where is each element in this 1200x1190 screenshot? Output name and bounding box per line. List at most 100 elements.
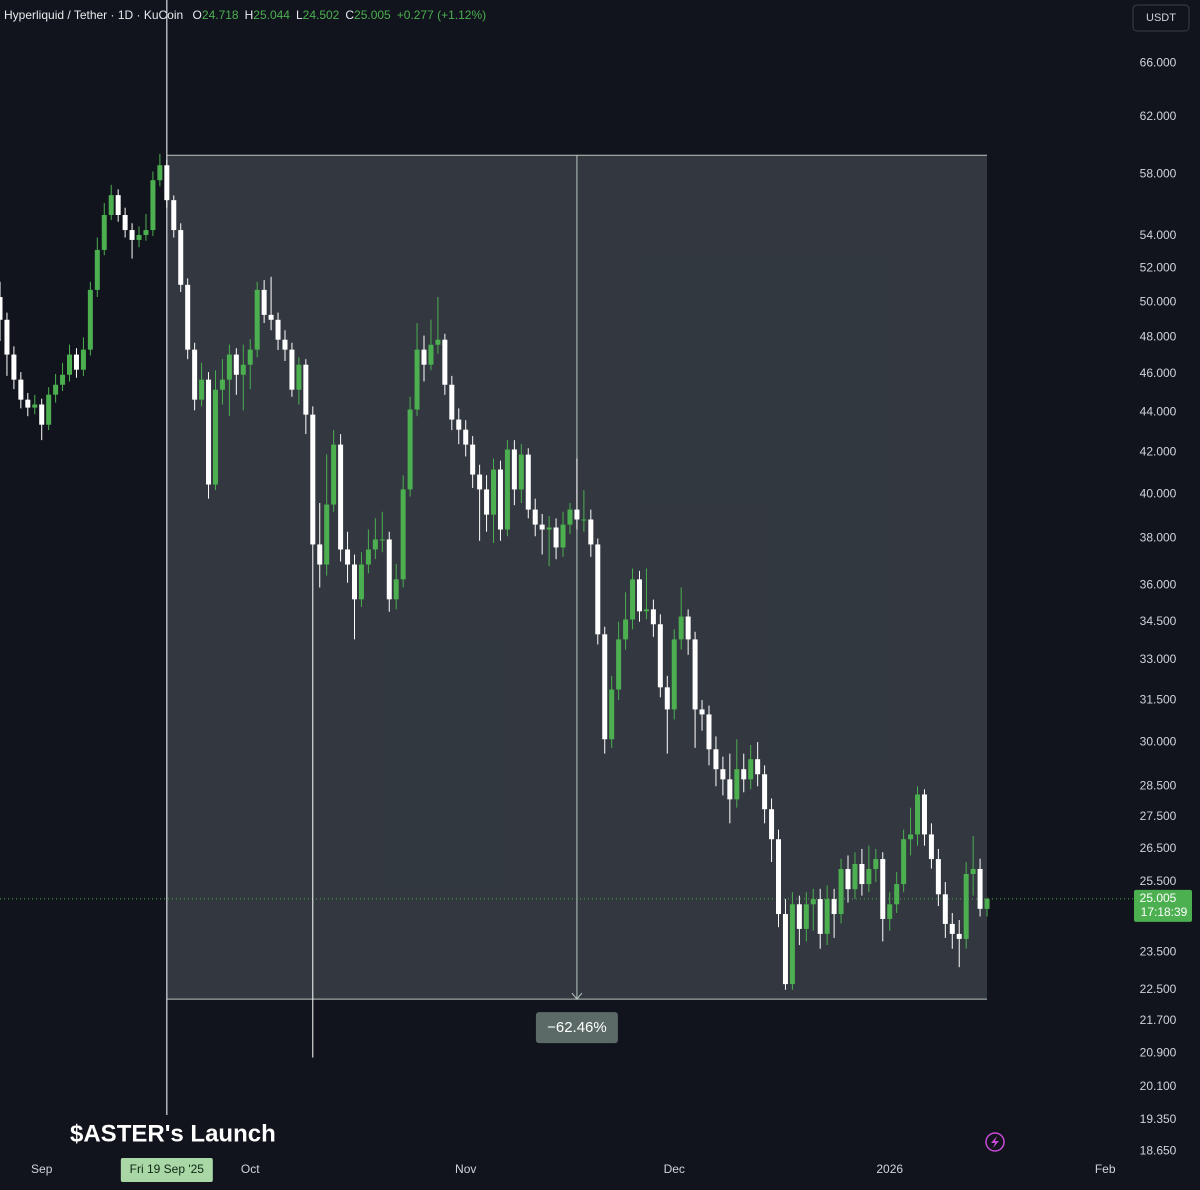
candle-body bbox=[143, 230, 149, 235]
candle-body bbox=[657, 624, 663, 688]
candle-body bbox=[748, 759, 754, 780]
candle-body bbox=[365, 549, 371, 565]
candle-body bbox=[956, 933, 962, 939]
candle-body bbox=[602, 634, 608, 740]
candle-body bbox=[331, 444, 337, 505]
candle-body bbox=[782, 914, 788, 985]
crosshair-date-box bbox=[120, 1158, 213, 1182]
ohlc-key: C bbox=[345, 8, 354, 22]
plot-area: −62.46% bbox=[0, 0, 1133, 1115]
candle-body bbox=[838, 868, 844, 915]
candle-body bbox=[678, 616, 684, 640]
candle-body bbox=[60, 374, 66, 385]
measure-label-box bbox=[535, 1012, 618, 1044]
y-tick-label: 44.000 bbox=[1140, 404, 1177, 418]
candle-body bbox=[866, 868, 872, 885]
candle-body bbox=[935, 859, 941, 895]
x-tick-label: Oct bbox=[241, 1162, 260, 1176]
candle-body bbox=[379, 539, 385, 541]
ohlc-value: 25.005 bbox=[354, 8, 391, 22]
candle-body bbox=[67, 354, 73, 375]
candle-body bbox=[491, 469, 497, 515]
y-tick-label: 22.500 bbox=[1140, 982, 1177, 996]
candle-body bbox=[650, 609, 656, 625]
candle-body bbox=[254, 289, 260, 350]
candle-body bbox=[192, 349, 198, 400]
candle-body bbox=[164, 165, 170, 201]
y-tick-label: 46.000 bbox=[1140, 366, 1177, 380]
candle-body bbox=[623, 619, 629, 640]
candle-body bbox=[310, 414, 316, 545]
candle-body bbox=[894, 884, 900, 905]
candle-body bbox=[755, 759, 761, 775]
candle-body bbox=[915, 794, 921, 835]
candle-body bbox=[261, 289, 267, 315]
candle-body bbox=[25, 399, 31, 408]
y-tick-label: 40.000 bbox=[1140, 487, 1177, 501]
candle-body bbox=[185, 284, 191, 350]
candle-body bbox=[212, 389, 218, 485]
candle-body bbox=[171, 200, 177, 231]
y-tick-label: 58.000 bbox=[1140, 167, 1177, 181]
header: Hyperliquid / Tether · 1D · KuCoin O24.7… bbox=[4, 8, 486, 22]
x-tick-label: 2026 bbox=[876, 1162, 903, 1176]
crosshair-date: Fri 19 Sep '25 bbox=[130, 1162, 205, 1176]
candle-body bbox=[136, 234, 142, 240]
candle-body bbox=[497, 469, 503, 530]
candle-body bbox=[880, 859, 886, 919]
candle-body bbox=[560, 524, 566, 548]
candle-body bbox=[630, 579, 636, 620]
candle-body bbox=[484, 489, 490, 515]
candle-body bbox=[859, 864, 865, 885]
candle-body bbox=[616, 639, 622, 690]
change: +0.277 (+1.12%) bbox=[397, 8, 486, 22]
candle-body bbox=[80, 349, 86, 370]
y-tick-label: 33.000 bbox=[1140, 652, 1177, 666]
candle-body bbox=[525, 454, 531, 510]
y-tick-label: 52.000 bbox=[1140, 261, 1177, 275]
candle-body bbox=[53, 384, 59, 395]
candle-body bbox=[518, 454, 524, 490]
candle-body bbox=[595, 544, 601, 635]
measure-arrowhead bbox=[571, 992, 583, 1000]
candle-body bbox=[581, 519, 587, 521]
candle-body bbox=[0, 297, 3, 320]
x-tick-label: Nov bbox=[455, 1162, 476, 1176]
y-tick-label: 36.000 bbox=[1140, 577, 1177, 591]
candle-body bbox=[421, 349, 427, 365]
candle-body bbox=[984, 898, 990, 909]
y-tick-label: 54.000 bbox=[1140, 228, 1177, 242]
candle-body bbox=[692, 639, 698, 710]
alert-icon[interactable] bbox=[985, 1132, 1005, 1152]
candle-body bbox=[268, 314, 274, 320]
candle-body bbox=[908, 834, 914, 840]
candle-body bbox=[428, 344, 434, 365]
candle-body bbox=[609, 689, 615, 740]
candle-body bbox=[400, 489, 406, 580]
candle-body bbox=[949, 923, 955, 934]
candle-body bbox=[588, 519, 594, 545]
candle-body bbox=[345, 549, 351, 565]
candle-body bbox=[296, 364, 302, 390]
candle-body bbox=[129, 230, 135, 240]
candle-body bbox=[317, 544, 323, 565]
candle-body bbox=[664, 687, 670, 710]
candle-body bbox=[963, 873, 969, 939]
candle-body bbox=[727, 779, 733, 800]
candle-body bbox=[442, 339, 448, 385]
y-tick-label: 21.700 bbox=[1140, 1013, 1177, 1027]
y-tick-label: 25.500 bbox=[1140, 874, 1177, 888]
ohlc-key: H bbox=[245, 8, 254, 22]
ohlc-value: 24.502 bbox=[303, 8, 340, 22]
x-tick-label: Feb bbox=[1095, 1162, 1116, 1176]
candle-body bbox=[338, 444, 344, 550]
candle-body bbox=[532, 509, 538, 525]
ohlc-value: 25.044 bbox=[253, 8, 290, 22]
ohlc-key: L bbox=[296, 8, 303, 22]
candle-body bbox=[824, 899, 830, 934]
last-price-box bbox=[1134, 889, 1192, 922]
candle-body bbox=[970, 868, 976, 874]
currency-button[interactable] bbox=[1132, 4, 1190, 32]
ohlc-key: O bbox=[193, 8, 202, 22]
